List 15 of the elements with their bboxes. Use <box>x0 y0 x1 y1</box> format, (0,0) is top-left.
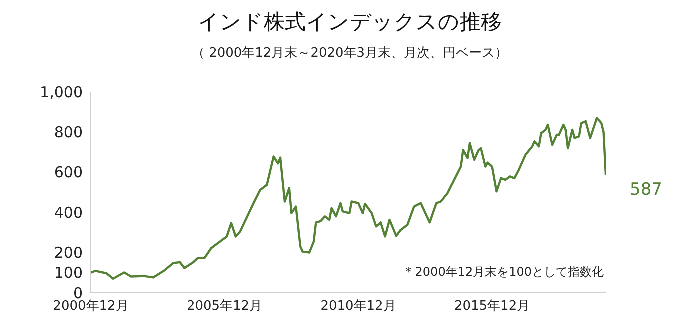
x-tick-label: 2010年12月 <box>320 299 396 314</box>
y-tick-label: 200 <box>54 244 83 262</box>
x-tick-label: 2000年12月 <box>53 299 129 314</box>
y-tick-label: 800 <box>54 124 83 142</box>
y-tick-label: 100 <box>54 264 83 282</box>
x-tick-label: 2005年12月 <box>186 299 263 314</box>
y-tick-label: 400 <box>54 204 83 222</box>
annotation: 587 <box>630 180 662 200</box>
line-series <box>91 117 606 280</box>
chart-title: インド株式インデックスの推移 <box>197 9 503 36</box>
x-tick-label: 2015年12月 <box>454 299 530 314</box>
y-tick-label: 1,000 <box>40 83 83 102</box>
chart-subtitle: （ 2000年12月末～2020年3月末、月次、円ベース） <box>190 45 510 62</box>
y-tick-label: 600 <box>54 164 83 182</box>
annotation: * 2000年12月末を100として指数化 <box>405 264 604 281</box>
